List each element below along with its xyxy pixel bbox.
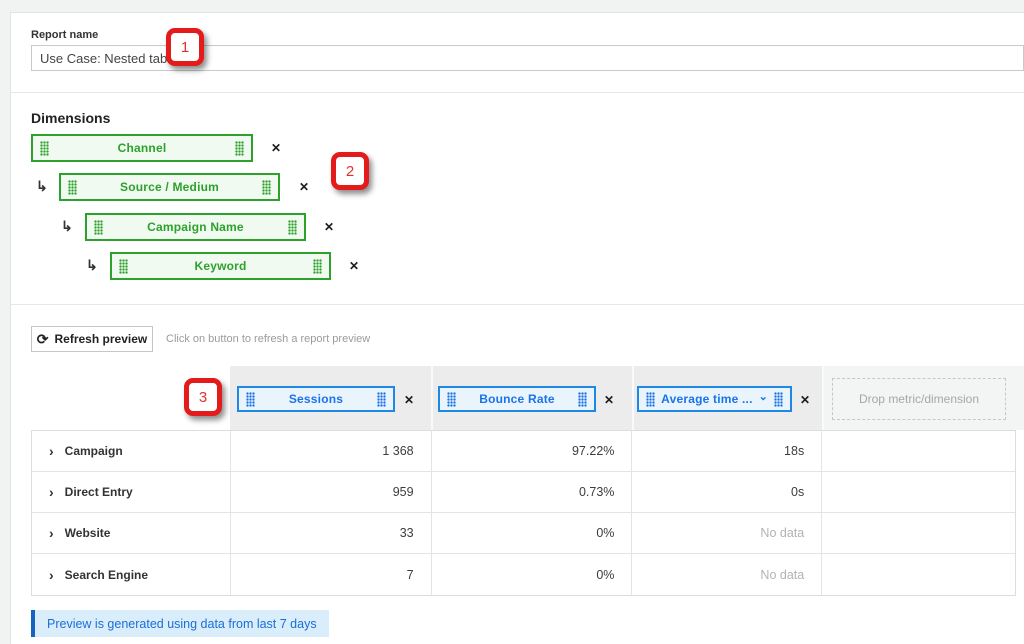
metric-chip-bounce-rate[interactable]: Bounce Rate [438,386,596,412]
row-dimension-cell[interactable]: › Direct Entry [32,472,230,512]
drag-handle-icon[interactable] [40,140,49,156]
cell-bounce-rate: 97.22% [430,431,632,471]
cell-average-time: 0s [631,472,821,512]
cell-sessions: 33 [229,513,431,553]
metric-chip-average-time[interactable]: Average time ... ⌄ [637,386,792,412]
cell-sessions: 959 [229,472,431,512]
dimensions-title: Dimensions [31,110,111,126]
nested-arrow-icon: ↳ [61,218,73,234]
remove-dimension-icon[interactable]: ✕ [299,180,310,194]
drag-handle-icon[interactable] [262,179,271,195]
refresh-hint-text: Click on button to refresh a report prev… [166,333,371,345]
nested-arrow-icon: ↳ [86,257,98,273]
row-dimension-cell[interactable]: › Campaign [32,431,230,471]
cell-empty [821,554,1015,595]
callout-number: 2 [345,162,355,180]
cell-empty [821,472,1015,512]
remove-metric-icon[interactable]: ✕ [604,393,615,407]
expand-row-icon[interactable]: › [49,525,54,541]
cell-bounce-rate: 0% [430,513,632,553]
dimension-chip-label: Campaign Name [147,220,244,234]
expand-row-icon[interactable]: › [49,484,54,500]
preview-note-banner: Preview is generated using data from las… [31,610,329,637]
dimension-chip-label: Source / Medium [119,180,220,194]
preview-table: › Campaign 1 368 97.22% 18s › Direct Ent… [31,430,1016,596]
drag-handle-icon[interactable] [774,391,783,407]
drop-zone-label: Drop metric/dimension [858,392,980,406]
callout-number: 1 [180,38,190,56]
dimension-chip-label: Channel [117,141,167,155]
cell-empty [821,431,1015,471]
table-row: › Campaign 1 368 97.22% 18s [32,431,1015,472]
drag-handle-icon[interactable] [235,140,244,156]
drag-handle-icon[interactable] [288,219,297,235]
callout-badge-2: 2 [331,152,369,190]
row-dimension-label: Website [64,526,111,540]
callout-number: 3 [198,388,208,406]
remove-metric-icon[interactable]: ✕ [404,393,415,407]
row-dimension-label: Search Engine [64,567,149,582]
table-row: › Direct Entry 959 0.73% 0s [32,472,1015,513]
drag-handle-icon[interactable] [377,391,386,407]
section-divider [10,304,1024,305]
remove-metric-icon[interactable]: ✕ [800,393,811,407]
remove-dimension-icon[interactable]: ✕ [349,259,360,273]
dimension-chip-source-medium[interactable]: Source / Medium [59,173,280,201]
refresh-button-label: Refresh preview [54,332,148,346]
drag-handle-icon[interactable] [119,258,128,274]
dimension-chip-keyword[interactable]: Keyword [110,252,331,280]
drop-metric-zone[interactable]: Drop metric/dimension [832,378,1006,420]
dimension-chip-campaign-name[interactable]: Campaign Name [85,213,306,241]
cell-average-time: 18s [631,431,821,471]
metric-chip-sessions[interactable]: Sessions [237,386,395,412]
cell-empty [821,513,1015,553]
drag-handle-icon[interactable] [94,219,103,235]
drag-handle-icon[interactable] [646,391,655,407]
expand-row-icon[interactable]: › [49,566,54,583]
cell-average-time: No data [631,513,821,553]
drag-handle-icon[interactable] [447,391,456,407]
cell-bounce-rate: 0% [430,554,632,595]
row-dimension-label: Campaign [64,444,123,458]
table-row: › Search Engine 7 0% No data [32,554,1015,595]
refresh-icon: ⟳ [36,331,49,347]
remove-dimension-icon[interactable]: ✕ [324,220,335,234]
callout-badge-1: 1 [166,28,204,66]
cell-sessions: 7 [229,554,431,595]
refresh-preview-button[interactable]: ⟳ Refresh preview [31,326,153,352]
row-dimension-cell[interactable]: › Website [32,513,230,553]
section-divider [10,92,1024,93]
row-dimension-cell[interactable]: › Search Engine [32,554,230,595]
drag-handle-icon[interactable] [68,179,77,195]
dimension-chip-label: Keyword [194,259,247,273]
report-name-label: Report name [31,29,99,41]
callout-badge-3: 3 [184,378,222,416]
cell-average-time: No data [631,554,821,595]
drag-handle-icon[interactable] [313,258,322,274]
metric-chip-label: Sessions [288,392,344,406]
table-row: › Website 33 0% No data [32,513,1015,554]
preview-note-text: Preview is generated using data from las… [47,616,317,631]
drag-handle-icon[interactable] [246,391,255,407]
expand-row-icon[interactable]: › [49,443,54,459]
row-dimension-label: Direct Entry [64,485,133,499]
remove-dimension-icon[interactable]: ✕ [271,141,282,155]
dimension-chip-channel[interactable]: Channel [31,134,253,162]
chevron-down-icon[interactable]: ⌄ [758,391,768,403]
nested-arrow-icon: ↳ [36,178,48,194]
metric-chip-label: Average time ... [661,392,753,406]
cell-sessions: 1 368 [229,431,431,471]
metric-chip-label: Bounce Rate [479,392,555,406]
drag-handle-icon[interactable] [578,391,587,407]
cell-bounce-rate: 0.73% [430,472,632,512]
